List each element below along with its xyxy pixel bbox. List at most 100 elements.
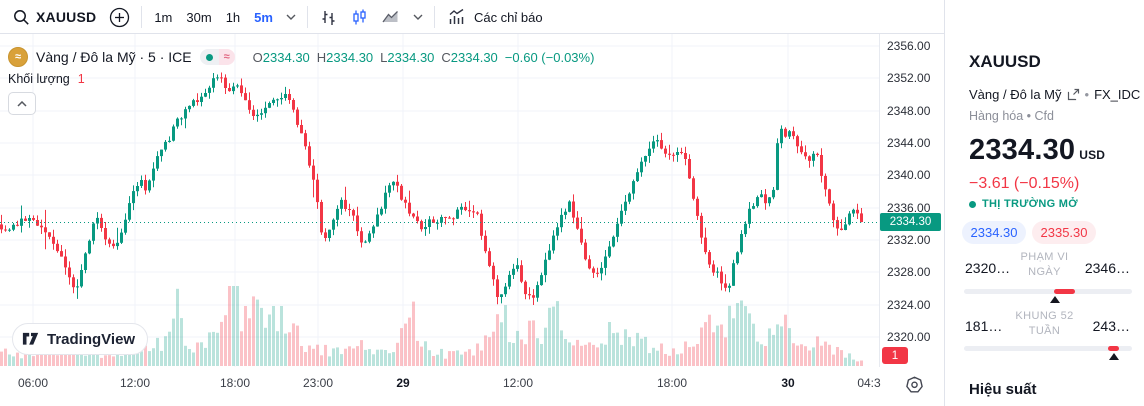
low-value: 2334.30 bbox=[387, 49, 435, 65]
indicators-icon bbox=[447, 8, 467, 27]
price-axis-label: 2324.00 bbox=[887, 298, 931, 312]
symbol-search-button[interactable]: XAUUSD bbox=[6, 3, 103, 31]
chart-style-candles-button[interactable] bbox=[344, 3, 375, 31]
tradingview-logo-text: TradingView bbox=[47, 330, 136, 348]
time-axis-settings-button[interactable] bbox=[901, 372, 927, 398]
indicators-label: Các chỉ báo bbox=[473, 9, 543, 25]
interval-button-30m[interactable]: 30m bbox=[186, 9, 212, 25]
indicators-button[interactable]: Các chỉ báo bbox=[440, 3, 550, 31]
low-label: L bbox=[380, 49, 388, 65]
high-value: 2334.30 bbox=[326, 49, 374, 65]
ask-price-pill[interactable]: 2335.30 bbox=[1032, 221, 1096, 244]
symbol-search-label: XAUUSD bbox=[36, 9, 97, 25]
time-axis-label: 12:00 bbox=[119, 376, 151, 390]
gear-icon bbox=[904, 375, 925, 396]
candlestick-chart[interactable] bbox=[0, 34, 879, 367]
currency-label: USD bbox=[1079, 148, 1106, 162]
toolbar-divider bbox=[0, 33, 944, 34]
chevron-down-icon bbox=[413, 14, 423, 20]
day-range-high: 2346… bbox=[1084, 260, 1130, 276]
week52-low: 181… bbox=[965, 318, 1003, 334]
ohlc-values: O2334.30 H2334.30 L2334.30 C2334.30 −0.6… bbox=[253, 50, 595, 65]
area-chart-icon bbox=[381, 8, 401, 26]
time-axis-label: 30 bbox=[781, 376, 795, 390]
week52-high: 243… bbox=[1092, 318, 1130, 334]
open-value: 2334.30 bbox=[262, 49, 310, 65]
toolbar-divider bbox=[433, 6, 435, 28]
day-range-label-1: PHẠM VI bbox=[1020, 251, 1069, 263]
legend-symbol-title: Vàng / Đô la Mỹ · 5 · ICE bbox=[36, 49, 192, 65]
instrument-name[interactable]: Vàng / Đô la Mỹ bbox=[969, 87, 1062, 102]
external-link-icon[interactable] bbox=[1067, 88, 1080, 101]
day-range-label-2: NGÀY bbox=[1028, 266, 1061, 278]
chart-style-dropdown-button[interactable] bbox=[407, 3, 429, 31]
price-axis-label: 2336.00 bbox=[887, 201, 931, 215]
compare-add-button[interactable] bbox=[103, 3, 136, 31]
interval-group: 1m 30m 1h 5m bbox=[147, 3, 280, 31]
close-label: C bbox=[441, 49, 451, 65]
bar-change-value: −0.60 (−0.03%) bbox=[504, 49, 595, 65]
week52-range-marker bbox=[1108, 353, 1119, 360]
time-axis-label: 29 bbox=[396, 376, 410, 390]
day-range-marker bbox=[1049, 296, 1060, 303]
bars-chart-icon bbox=[319, 8, 338, 27]
price-axis-label: 2348.00 bbox=[887, 104, 931, 118]
interval-button-1h[interactable]: 1h bbox=[225, 9, 241, 25]
interval-button-5m[interactable]: 5m bbox=[254, 9, 273, 25]
realtime-dot-icon bbox=[199, 49, 219, 65]
chevron-down-icon bbox=[286, 14, 296, 20]
tradingview-logo[interactable]: TradingView bbox=[12, 323, 149, 355]
interval-dropdown-button[interactable] bbox=[280, 3, 302, 31]
time-axis-label: 06:00 bbox=[17, 376, 49, 390]
price-axis-divider bbox=[879, 34, 880, 367]
time-axis-label: 23:00 bbox=[302, 376, 334, 390]
interval-button-1m[interactable]: 1m bbox=[154, 9, 173, 25]
week52-range-bar bbox=[964, 346, 1132, 351]
volume-axis-badge: 1 bbox=[882, 347, 908, 364]
candles-chart-icon bbox=[350, 8, 369, 27]
volume-label: Khối lượng bbox=[8, 72, 70, 86]
last-price-badge: 2334.30 bbox=[880, 213, 941, 231]
week52-label-1: KHUNG 52 bbox=[1015, 310, 1074, 322]
symbol-detail-panel: XAUUSD Vàng / Đô la Mỹ • FX_IDC Hàng hóa… bbox=[944, 0, 1144, 406]
day-range-segment bbox=[1053, 289, 1076, 294]
chart-style-bars-button[interactable] bbox=[313, 3, 344, 31]
bid-price-pill[interactable]: 2334.30 bbox=[962, 221, 1026, 244]
market-open-dot-icon bbox=[969, 200, 976, 208]
plus-circle-icon bbox=[109, 7, 130, 28]
toolbar-divider bbox=[306, 6, 308, 28]
high-label: H bbox=[316, 49, 327, 65]
last-price: 2334.30 USD bbox=[969, 134, 1106, 166]
data-mode-pill[interactable]: ≈ bbox=[199, 49, 235, 65]
price-axis-label: 2340.00 bbox=[887, 168, 931, 182]
market-status: THỊ TRƯỜNG MỞ bbox=[969, 198, 1078, 210]
exchange-name: FX_IDC bbox=[1094, 87, 1141, 102]
time-axis[interactable]: 06:00 12:00 18:00 23:00 29 12:00 18:00 30 04:3 bbox=[0, 367, 944, 406]
open-label: O bbox=[252, 49, 263, 65]
tradingview-logo-icon bbox=[22, 332, 41, 347]
volume-value: 1 bbox=[77, 72, 85, 86]
price-axis-label: 2328.00 bbox=[887, 265, 931, 279]
chart-style-area-button[interactable] bbox=[375, 3, 407, 31]
price-axis-label: 2356.00 bbox=[887, 39, 931, 53]
dot-separator: • bbox=[1084, 87, 1090, 102]
day-range-low: 2320… bbox=[965, 260, 1011, 276]
time-axis-label: 18:00 bbox=[219, 376, 251, 390]
price-axis-label: 2344.00 bbox=[887, 136, 931, 150]
price-axis-label: 2352.00 bbox=[887, 71, 931, 85]
pane-collapse-button[interactable] bbox=[8, 92, 36, 115]
time-axis-label: 18:00 bbox=[656, 376, 688, 390]
performance-header: Hiệu suất bbox=[969, 381, 1037, 398]
panel-symbol-subtitle: Vàng / Đô la Mỹ • FX_IDC bbox=[969, 87, 1140, 102]
chevron-up-icon bbox=[17, 100, 27, 107]
panel-symbol-title: XAUUSD bbox=[969, 52, 1041, 71]
volume-legend[interactable]: Khối lượng 1 bbox=[8, 72, 85, 86]
price-axis[interactable]: 2334.30 1 2356.00 2352.00 2348.00 2344.00 23… bbox=[880, 34, 944, 367]
chart-legend[interactable]: ≈ Vàng / Đô la Mỹ · 5 · ICE ≈ O2334.30 H… bbox=[8, 47, 594, 67]
week52-label-2: TUẦN bbox=[1028, 325, 1061, 337]
market-status-label: THỊ TRƯỜNG MỞ bbox=[982, 198, 1078, 210]
gold-instrument-icon: ≈ bbox=[8, 47, 28, 67]
time-axis-label: 12:00 bbox=[502, 376, 534, 390]
search-icon bbox=[13, 9, 30, 26]
